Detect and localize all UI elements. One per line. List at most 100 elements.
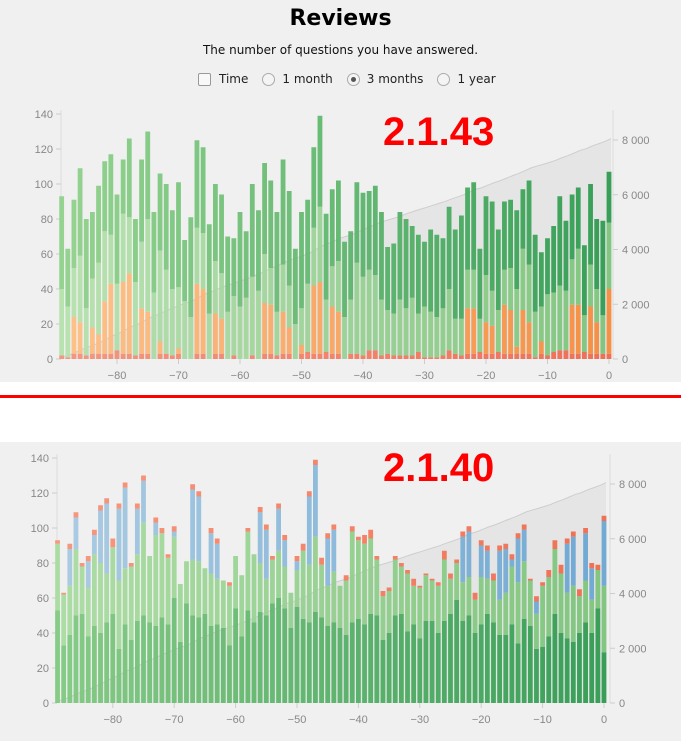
bar-relearn — [77, 353, 83, 359]
bar-young — [583, 580, 588, 623]
bar-young — [274, 311, 280, 356]
y-tick-label: 120 — [35, 144, 53, 156]
bar-relearn — [331, 524, 337, 530]
bar-learn — [329, 306, 335, 354]
checkbox-icon[interactable] — [198, 72, 211, 86]
bar-mature — [594, 219, 600, 289]
bar-mature — [219, 194, 224, 274]
radio-label: 1 month — [282, 72, 333, 86]
radio-3-months[interactable]: 3 months — [346, 72, 423, 86]
bar-learn — [90, 327, 95, 354]
bar-young — [600, 315, 606, 354]
bar-relearn — [313, 459, 318, 465]
x-tick-label: −30 — [415, 370, 434, 382]
bar-relearn — [366, 350, 372, 359]
bar-relearn — [356, 536, 361, 541]
bar-relearn — [428, 357, 434, 359]
bar-mature — [319, 617, 324, 703]
bar-young — [448, 578, 453, 614]
bar-relearn — [257, 507, 263, 513]
bar-young — [120, 213, 126, 282]
bar-mature — [306, 622, 312, 703]
bar-young — [206, 313, 212, 359]
bar-mature — [96, 185, 101, 263]
bar-young — [202, 568, 208, 614]
bar-young — [220, 580, 226, 628]
bar-relearn — [540, 582, 545, 586]
bar-mature — [471, 182, 477, 270]
bar-young — [551, 292, 557, 352]
bar-relearn — [274, 355, 280, 359]
bar-mature — [508, 199, 513, 268]
bar-relearn — [520, 353, 526, 359]
bar-relearn — [213, 353, 218, 359]
bar-young — [582, 315, 587, 352]
bar-young — [282, 566, 288, 609]
bar-relearn — [134, 503, 140, 509]
bar-learn — [589, 568, 595, 600]
bar-young — [294, 570, 300, 607]
bar-young — [225, 311, 231, 359]
bar-mature — [83, 219, 89, 309]
bar-learn — [280, 311, 286, 354]
radio-icon[interactable] — [262, 72, 276, 86]
bar-learn — [102, 301, 108, 354]
bar-young — [157, 250, 163, 342]
bar-relearn — [440, 355, 446, 359]
bar-relearn — [71, 353, 77, 359]
bar-young — [114, 283, 120, 351]
bar-mature — [532, 234, 538, 312]
x-tick-label: −20 — [477, 370, 496, 382]
bar-young — [569, 259, 575, 305]
bar-young — [495, 310, 501, 352]
bar-young — [558, 573, 564, 633]
bar-mature — [540, 647, 545, 703]
bar-mature — [477, 248, 483, 319]
radio-selected-icon[interactable] — [346, 72, 360, 86]
bar-young — [286, 285, 292, 328]
bar-relearn — [509, 554, 515, 560]
bar-mature — [292, 248, 298, 324]
bar-young — [589, 599, 595, 633]
bar-relearn — [489, 353, 495, 359]
y2-tick-label: 6 000 — [622, 190, 650, 202]
bar-young — [380, 596, 386, 640]
bar-young — [83, 308, 89, 356]
bar-relearn — [563, 350, 569, 359]
bar-young — [110, 547, 116, 614]
bar-young — [85, 587, 91, 637]
bar-mature — [139, 159, 144, 242]
bar-young — [503, 592, 509, 635]
radio-1-year[interactable]: 1 year — [437, 72, 496, 86]
bar-mature — [237, 212, 243, 307]
bar-young — [169, 289, 175, 356]
bar-learn — [282, 540, 288, 567]
bar-mature — [311, 147, 317, 228]
bar-relearn — [294, 556, 300, 562]
radio-icon[interactable] — [437, 72, 451, 86]
bar-mature — [441, 620, 447, 703]
bar-mature — [163, 184, 169, 270]
bar-relearn — [570, 531, 576, 537]
radio-1-month[interactable]: 1 month — [262, 72, 333, 86]
time-checkbox[interactable]: Time — [198, 72, 248, 86]
x-tick-label: −40 — [354, 370, 373, 382]
bar-mature — [122, 624, 128, 703]
bar-young — [398, 566, 404, 614]
bar-learn — [489, 325, 495, 354]
bar-relearn — [460, 531, 466, 537]
bar-young — [557, 285, 563, 351]
bar-young — [104, 573, 110, 623]
bar-mature — [502, 201, 507, 270]
bar-learn — [311, 285, 317, 354]
bar-mature — [391, 243, 397, 314]
bar-learn — [196, 496, 202, 562]
bar-learn — [176, 348, 181, 354]
bar-relearn — [208, 528, 214, 534]
bar-relearn — [557, 350, 563, 359]
x-tick-label: −10 — [533, 714, 552, 726]
bar-relearn — [477, 352, 483, 359]
bar-mature — [509, 624, 515, 703]
y2-tick-label: 8 000 — [622, 135, 650, 147]
bar-learn — [564, 543, 570, 593]
